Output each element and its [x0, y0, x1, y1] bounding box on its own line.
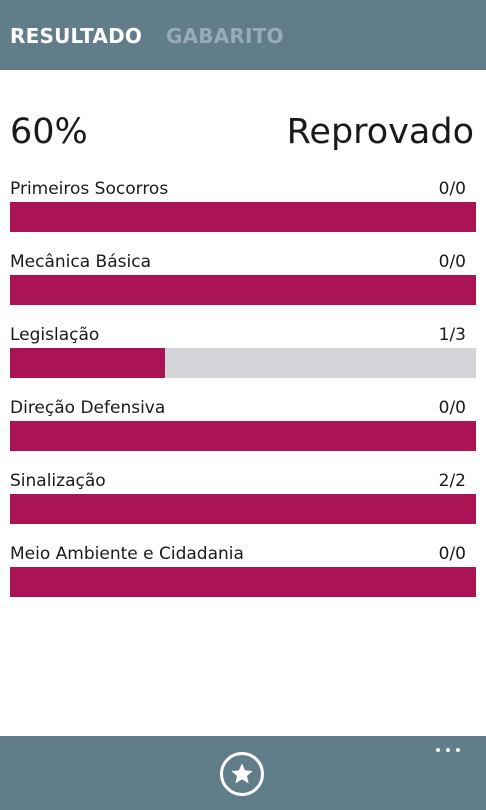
category-progress-fill [10, 494, 476, 524]
category-item: Primeiros Socorros 0/0 [10, 178, 476, 234]
category-progress-fill [10, 421, 476, 451]
category-count: 0/0 [438, 179, 466, 199]
category-count: 0/0 [438, 398, 466, 418]
result-verdict: Reprovado [286, 112, 474, 152]
more-icon [436, 748, 440, 752]
category-progress-fill [10, 275, 476, 305]
star-icon [231, 763, 253, 784]
category-progress-track [10, 275, 476, 305]
app-bar [0, 736, 486, 810]
category-progress-track [10, 348, 476, 378]
more-icon-dot [456, 748, 460, 752]
score-percentage: 60% [10, 112, 88, 152]
more-options-button[interactable] [432, 738, 472, 760]
more-icon-dot [446, 748, 450, 752]
category-label: Sinalização [10, 471, 106, 491]
category-progress-track [10, 567, 476, 597]
category-label: Primeiros Socorros [10, 179, 169, 199]
category-item: Mecânica Básica 0/0 [10, 251, 476, 307]
category-item: Legislação 1/3 [10, 324, 476, 380]
tab-resultado[interactable]: RESULTADO [10, 24, 143, 48]
category-item: Meio Ambiente e Cidadania 0/0 [10, 543, 476, 599]
favorite-button[interactable] [220, 752, 264, 796]
category-progress-track [10, 494, 476, 524]
category-item: Sinalização 2/2 [10, 470, 476, 526]
category-count: 0/0 [438, 252, 466, 272]
category-label: Direção Defensiva [10, 398, 166, 418]
category-count: 0/0 [438, 544, 466, 564]
category-item: Direção Defensiva 0/0 [10, 397, 476, 453]
category-progress-track [10, 421, 476, 451]
category-label: Mecânica Básica [10, 252, 151, 272]
category-progress-fill [10, 348, 166, 378]
category-label: Meio Ambiente e Cidadania [10, 544, 244, 564]
category-label: Legislação [10, 325, 100, 345]
category-progress-track [10, 202, 476, 232]
tab-gabarito[interactable]: GABARITO [166, 24, 284, 48]
category-progress-fill [10, 202, 476, 232]
category-progress-fill [10, 567, 476, 597]
header-bar: RESULTADO GABARITO [0, 0, 486, 70]
category-count: 1/3 [438, 325, 466, 345]
results-panel: 60% Reprovado Primeiros Socorros 0/0 Mec… [0, 70, 486, 736]
category-count: 2/2 [438, 471, 466, 491]
